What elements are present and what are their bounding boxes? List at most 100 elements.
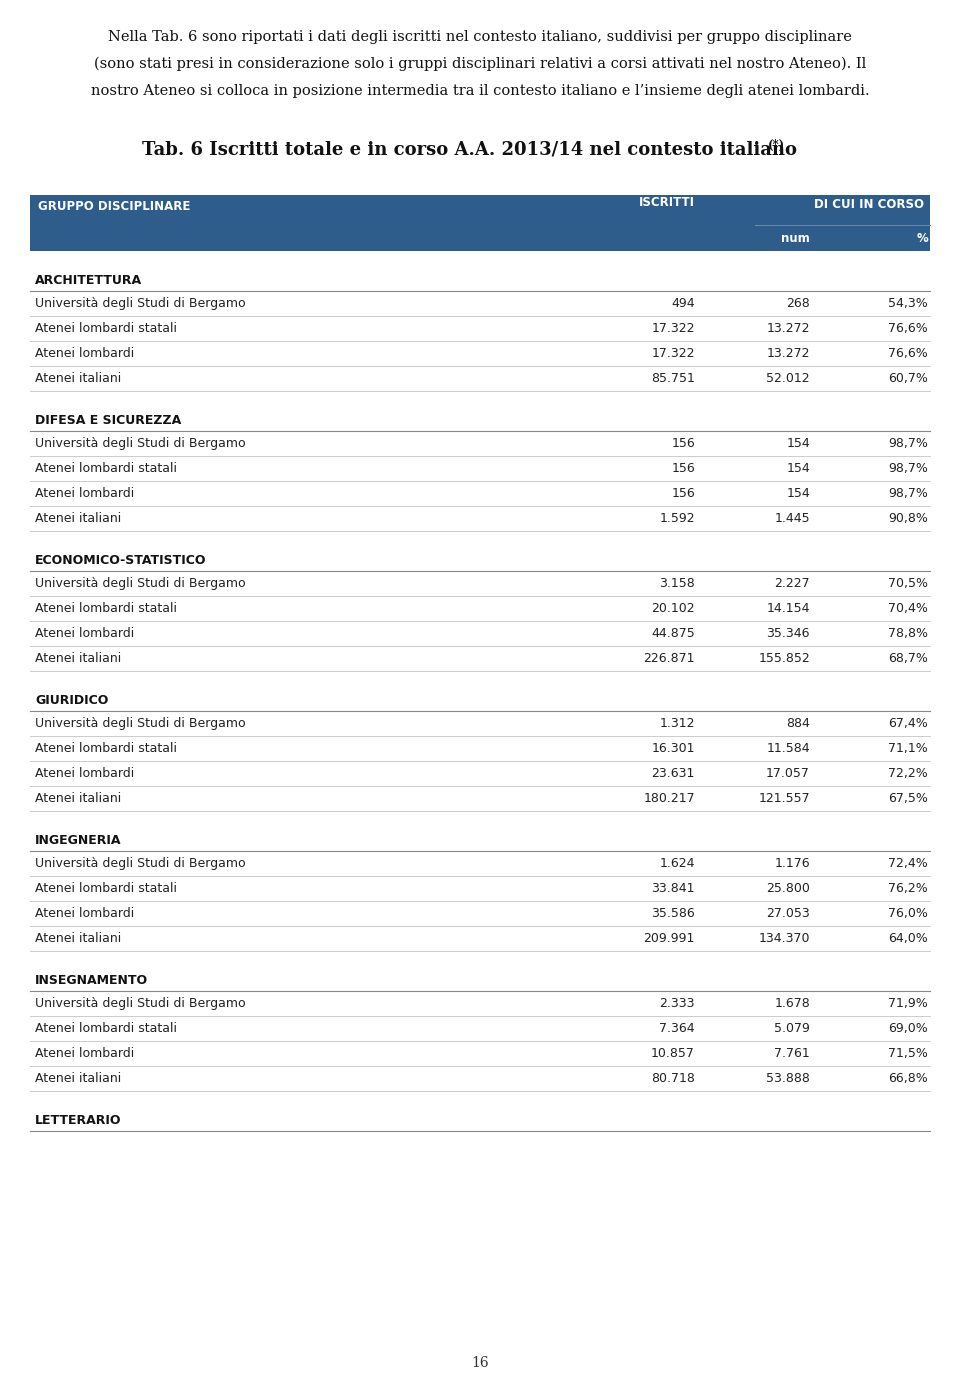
Text: 1.445: 1.445 xyxy=(775,512,810,525)
Text: Atenei lombardi statali: Atenei lombardi statali xyxy=(35,463,177,475)
Text: 7.364: 7.364 xyxy=(660,1022,695,1035)
Text: INGEGNERIA: INGEGNERIA xyxy=(35,834,122,846)
Text: (*): (*) xyxy=(768,138,785,152)
Text: 494: 494 xyxy=(671,296,695,310)
Text: 60,7%: 60,7% xyxy=(888,373,928,385)
Text: 20.102: 20.102 xyxy=(652,602,695,615)
Text: (sono stati presi in considerazione solo i gruppi disciplinari relativi a corsi : (sono stati presi in considerazione solo… xyxy=(94,57,866,72)
Text: Atenei lombardi: Atenei lombardi xyxy=(35,767,134,780)
Text: 44.875: 44.875 xyxy=(651,627,695,640)
Text: 1.678: 1.678 xyxy=(775,997,810,1010)
Text: 71,5%: 71,5% xyxy=(888,1047,928,1060)
Text: ARCHITETTURA: ARCHITETTURA xyxy=(35,273,142,287)
Text: 35.586: 35.586 xyxy=(651,907,695,920)
Text: 76,0%: 76,0% xyxy=(888,907,928,920)
Text: 154: 154 xyxy=(786,463,810,475)
Text: 7.761: 7.761 xyxy=(775,1047,810,1060)
Text: 25.800: 25.800 xyxy=(766,882,810,895)
Text: 1.176: 1.176 xyxy=(775,857,810,870)
Text: 180.217: 180.217 xyxy=(643,792,695,805)
Text: 154: 154 xyxy=(786,438,810,450)
Text: INSEGNAMENTO: INSEGNAMENTO xyxy=(35,974,148,986)
Text: 71,9%: 71,9% xyxy=(888,997,928,1010)
Text: Atenei lombardi: Atenei lombardi xyxy=(35,348,134,360)
Text: Atenei italiani: Atenei italiani xyxy=(35,373,121,385)
Text: Atenei lombardi: Atenei lombardi xyxy=(35,1047,134,1060)
Text: nostro Ateneo si colloca in posizione intermedia tra il contesto italiano e l’in: nostro Ateneo si colloca in posizione in… xyxy=(90,84,870,98)
Text: 67,4%: 67,4% xyxy=(888,717,928,730)
Text: 80.718: 80.718 xyxy=(651,1072,695,1084)
Text: 52.012: 52.012 xyxy=(766,373,810,385)
Text: 71,1%: 71,1% xyxy=(888,742,928,755)
Text: 17.322: 17.322 xyxy=(652,321,695,335)
Text: 13.272: 13.272 xyxy=(766,348,810,360)
Text: 16: 16 xyxy=(471,1356,489,1370)
Text: Atenei lombardi statali: Atenei lombardi statali xyxy=(35,321,177,335)
Text: 53.888: 53.888 xyxy=(766,1072,810,1084)
Text: 3.158: 3.158 xyxy=(660,578,695,590)
Text: 134.370: 134.370 xyxy=(758,932,810,945)
Text: 268: 268 xyxy=(786,296,810,310)
Text: Atenei italiani: Atenei italiani xyxy=(35,652,121,665)
Text: 5.079: 5.079 xyxy=(774,1022,810,1035)
Text: Università degli Studi di Bergamo: Università degli Studi di Bergamo xyxy=(35,857,246,870)
Text: 1.592: 1.592 xyxy=(660,512,695,525)
Text: 98,7%: 98,7% xyxy=(888,488,928,500)
Text: Università degli Studi di Bergamo: Università degli Studi di Bergamo xyxy=(35,997,246,1010)
Text: 884: 884 xyxy=(786,717,810,730)
Text: 121.557: 121.557 xyxy=(758,792,810,805)
Text: 64,0%: 64,0% xyxy=(888,932,928,945)
Text: 209.991: 209.991 xyxy=(643,932,695,945)
Text: DI CUI IN CORSO: DI CUI IN CORSO xyxy=(814,198,924,211)
Text: 98,7%: 98,7% xyxy=(888,463,928,475)
Text: LETTERARIO: LETTERARIO xyxy=(35,1114,122,1126)
Text: 17.322: 17.322 xyxy=(652,348,695,360)
Text: Atenei italiani: Atenei italiani xyxy=(35,932,121,945)
Text: 17.057: 17.057 xyxy=(766,767,810,780)
Text: 76,6%: 76,6% xyxy=(888,348,928,360)
Bar xyxy=(30,195,930,251)
Text: ECONOMICO-STATISTICO: ECONOMICO-STATISTICO xyxy=(35,554,206,566)
Text: 68,7%: 68,7% xyxy=(888,652,928,665)
Text: 72,4%: 72,4% xyxy=(888,857,928,870)
Text: Atenei lombardi: Atenei lombardi xyxy=(35,907,134,920)
Text: 70,4%: 70,4% xyxy=(888,602,928,615)
Text: 33.841: 33.841 xyxy=(652,882,695,895)
Text: 14.154: 14.154 xyxy=(766,602,810,615)
Text: 23.631: 23.631 xyxy=(652,767,695,780)
Text: 156: 156 xyxy=(671,463,695,475)
Text: 54,3%: 54,3% xyxy=(888,296,928,310)
Text: %: % xyxy=(916,231,928,245)
Text: 156: 156 xyxy=(671,438,695,450)
Text: 154: 154 xyxy=(786,488,810,500)
Text: 1.312: 1.312 xyxy=(660,717,695,730)
Text: 16.301: 16.301 xyxy=(652,742,695,755)
Text: Università degli Studi di Bergamo: Università degli Studi di Bergamo xyxy=(35,296,246,310)
Text: 13.272: 13.272 xyxy=(766,321,810,335)
Text: Atenei lombardi: Atenei lombardi xyxy=(35,627,134,640)
Text: 90,8%: 90,8% xyxy=(888,512,928,525)
Text: Atenei italiani: Atenei italiani xyxy=(35,512,121,525)
Text: Atenei lombardi statali: Atenei lombardi statali xyxy=(35,602,177,615)
Text: 98,7%: 98,7% xyxy=(888,438,928,450)
Text: 76,2%: 76,2% xyxy=(888,882,928,895)
Text: 67,5%: 67,5% xyxy=(888,792,928,805)
Text: 2.227: 2.227 xyxy=(775,578,810,590)
Text: Atenei italiani: Atenei italiani xyxy=(35,792,121,805)
Text: 155.852: 155.852 xyxy=(758,652,810,665)
Text: num: num xyxy=(781,231,810,245)
Text: 10.857: 10.857 xyxy=(651,1047,695,1060)
Text: 11.584: 11.584 xyxy=(766,742,810,755)
Text: Università degli Studi di Bergamo: Università degli Studi di Bergamo xyxy=(35,578,246,590)
Text: 76,6%: 76,6% xyxy=(888,321,928,335)
Text: Atenei lombardi statali: Atenei lombardi statali xyxy=(35,742,177,755)
Text: 156: 156 xyxy=(671,488,695,500)
Text: Nella Tab. 6 sono riportati i dati degli iscritti nel contesto italiano, suddivi: Nella Tab. 6 sono riportati i dati degli… xyxy=(108,30,852,44)
Text: 35.346: 35.346 xyxy=(766,627,810,640)
Text: Università degli Studi di Bergamo: Università degli Studi di Bergamo xyxy=(35,438,246,450)
Text: 2.333: 2.333 xyxy=(660,997,695,1010)
Text: Atenei lombardi statali: Atenei lombardi statali xyxy=(35,882,177,895)
Text: 78,8%: 78,8% xyxy=(888,627,928,640)
Text: Atenei lombardi statali: Atenei lombardi statali xyxy=(35,1022,177,1035)
Text: Università degli Studi di Bergamo: Università degli Studi di Bergamo xyxy=(35,717,246,730)
